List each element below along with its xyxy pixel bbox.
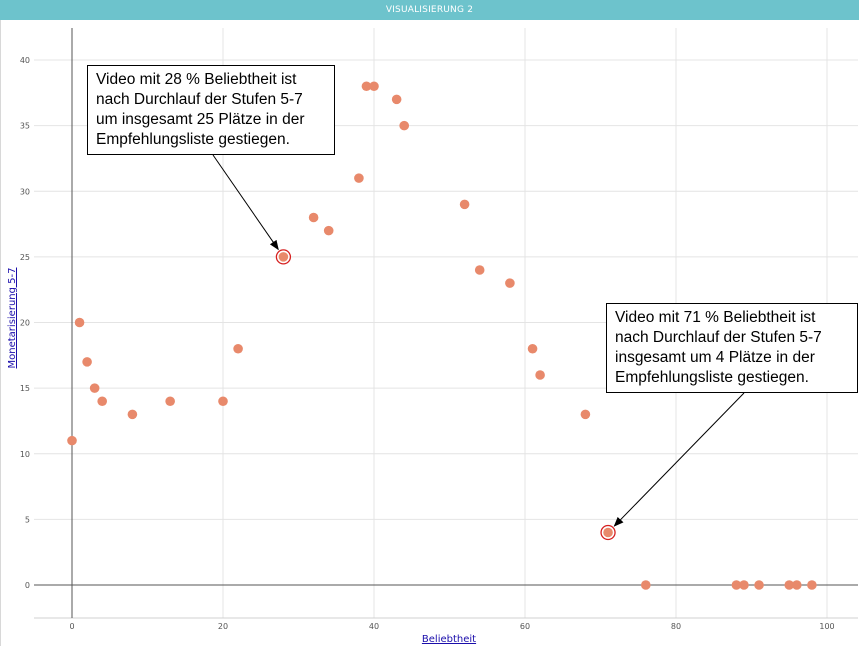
y-tick-label: 15 (20, 384, 30, 393)
annotation-line: Empfehlungsliste gestiegen. (615, 369, 809, 386)
data-point (527, 343, 538, 354)
data-point (739, 580, 749, 590)
y-tick-label: 20 (20, 319, 30, 328)
data-point (784, 580, 795, 590)
data-point (74, 317, 85, 328)
y-tick-label: 40 (20, 56, 30, 65)
data-point (323, 225, 334, 236)
y-axis-label[interactable]: Monetarisierung 5-7 (7, 268, 18, 369)
data-point (89, 383, 100, 393)
data-point (233, 343, 243, 354)
annotation-box-video-28: Video mit 28 % Beliebtheit ist nach Durc… (87, 65, 335, 155)
y-tick-label: 30 (20, 187, 30, 196)
data-point (807, 580, 817, 590)
annotation-arrow (613, 392, 745, 527)
chart-title-bar: VISUALISIERUNG 2 (0, 0, 859, 20)
annotation-line: nach Durchlauf der Stufen 5-7 (615, 329, 822, 346)
highlighted-data-point (603, 527, 613, 538)
data-point (792, 580, 802, 590)
data-point (754, 580, 764, 590)
data-point (165, 396, 175, 407)
y-tick-label: 35 (20, 122, 30, 131)
data-point (459, 199, 470, 210)
data-point (218, 396, 228, 407)
x-tick-label: 20 (218, 622, 228, 631)
annotation-box-video-71: Video mit 71 % Beliebtheit ist nach Durc… (606, 303, 858, 393)
data-point (399, 120, 410, 131)
y-tick-label: 0 (25, 581, 30, 590)
data-point (369, 81, 379, 92)
data-point (308, 212, 319, 223)
y-tick-label: 25 (20, 253, 30, 262)
data-points (67, 81, 817, 590)
annotation-line: um insgesamt 25 Plätze in der (96, 111, 305, 128)
y-tick-label: 5 (25, 515, 30, 524)
annotation-arrows (212, 154, 745, 527)
chart-frame (0, 20, 859, 646)
annotation-line: insgesamt um 4 Plätze in der (615, 349, 815, 366)
highlighted-data-point (278, 252, 289, 262)
data-point (731, 580, 742, 590)
data-point (580, 409, 591, 420)
data-point (97, 396, 107, 407)
data-point (641, 580, 651, 590)
data-point (127, 409, 138, 420)
annotation-line: nach Durchlauf der Stufen 5-7 (96, 91, 303, 108)
x-tick-label: 40 (369, 622, 379, 631)
y-tick-label: 10 (20, 450, 30, 459)
axes (34, 28, 858, 618)
data-point (535, 370, 545, 380)
data-point (82, 357, 92, 367)
data-point (474, 265, 485, 275)
annotation-line: Empfehlungsliste gestiegen. (96, 131, 290, 148)
x-axis-label[interactable]: Beliebtheit (422, 634, 476, 645)
x-tick-label: 60 (520, 622, 530, 631)
data-point (354, 173, 364, 183)
data-point (391, 94, 402, 105)
annotation-line: Video mit 71 % Beliebtheit ist (615, 309, 816, 326)
annotation-arrow (212, 154, 279, 251)
x-tick-label: 100 (819, 622, 834, 631)
data-point (361, 81, 372, 92)
x-tick-label: 0 (69, 622, 74, 631)
annotation-line: Video mit 28 % Beliebtheit ist (96, 71, 297, 88)
data-point (505, 278, 515, 288)
data-point (67, 435, 77, 446)
x-tick-label: 80 (671, 622, 681, 631)
tick-labels: 0 20 40 60 80 100 0 5 10 15 20 25 30 35 40 (20, 56, 835, 631)
